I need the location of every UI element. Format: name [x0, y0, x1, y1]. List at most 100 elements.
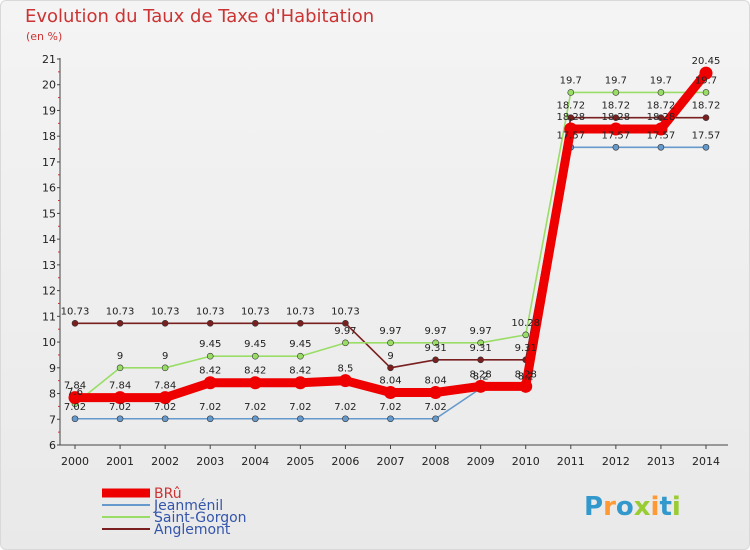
- x-tick-label: 2012: [602, 455, 630, 468]
- data-point: [116, 364, 124, 372]
- data-label: 10.28: [511, 318, 540, 329]
- data-label: 18.72: [556, 101, 585, 112]
- data-label: 10.73: [241, 306, 270, 317]
- data-point: [522, 331, 530, 339]
- data-point: [248, 376, 262, 390]
- data-label: 7.02: [424, 402, 446, 413]
- brand-letter: t: [659, 492, 671, 522]
- data-label: 17.57: [647, 130, 676, 141]
- data-point: [116, 415, 124, 423]
- data-label: 7.84: [64, 381, 86, 392]
- data-label: 8.42: [244, 366, 266, 377]
- data-point: [699, 66, 713, 80]
- data-point: [116, 319, 124, 327]
- data-point: [702, 143, 710, 151]
- data-point: [342, 319, 349, 327]
- data-point: [612, 114, 620, 121]
- data-label: 18.72: [602, 101, 631, 112]
- data-label: 9.45: [244, 339, 266, 350]
- y-tick-label: 21: [42, 53, 56, 66]
- x-tick-label: 2011: [557, 455, 585, 468]
- chart-title: Evolution du Taux de Taxe d'Habitation: [25, 6, 375, 27]
- data-label: 17.57: [602, 130, 631, 141]
- data-label: 9.97: [379, 326, 401, 337]
- y-tick-label: 17: [42, 156, 56, 169]
- data-point: [432, 415, 439, 423]
- data-label: 9.31: [424, 343, 446, 354]
- data-label: 19.7: [650, 75, 672, 86]
- data-label: 18.28: [647, 112, 676, 123]
- data-point: [206, 415, 214, 423]
- data-point: [477, 339, 484, 347]
- y-tick-label: 10: [42, 336, 56, 349]
- data-label: 7.84: [154, 381, 176, 392]
- brand-letter: r: [603, 492, 616, 522]
- y-tick-label: 11: [42, 310, 56, 323]
- data-point: [251, 415, 259, 423]
- legend-label: Anglemont: [154, 522, 231, 538]
- x-tick-label: 2004: [241, 455, 269, 468]
- data-point: [564, 122, 578, 136]
- data-label: 7.02: [154, 402, 176, 413]
- data-point: [702, 114, 710, 121]
- data-label: 10.73: [286, 306, 315, 317]
- y-tick-label: 8: [49, 388, 56, 401]
- series-br-: [68, 66, 713, 405]
- data-label: 18.28: [602, 112, 631, 123]
- data-label: 7.02: [289, 402, 311, 413]
- data-point: [429, 386, 443, 400]
- data-label: 9: [387, 351, 393, 362]
- data-point: [612, 143, 620, 151]
- data-point: [68, 391, 82, 405]
- data-label: 7.02: [109, 402, 131, 413]
- x-tick-label: 2002: [151, 455, 179, 468]
- x-tick-label: 2001: [106, 455, 134, 468]
- data-point: [612, 89, 620, 96]
- data-label: 9.45: [199, 339, 221, 350]
- data-point: [297, 352, 304, 360]
- data-label: 9.97: [470, 326, 492, 337]
- data-point: [519, 379, 533, 393]
- brand-letter: i: [651, 492, 660, 522]
- y-tick-label: 18: [42, 130, 56, 143]
- data-label: 8.42: [199, 366, 221, 377]
- data-point: [161, 364, 169, 372]
- data-point: [71, 319, 79, 327]
- data-point: [113, 391, 127, 405]
- y-tick-label: 16: [42, 182, 56, 195]
- data-point: [702, 89, 710, 96]
- data-label: 9.31: [470, 343, 492, 354]
- data-point: [384, 386, 397, 400]
- data-point: [387, 364, 394, 372]
- data-label: 8.42: [289, 366, 311, 377]
- data-point: [297, 415, 304, 423]
- data-label: 19.7: [605, 75, 627, 86]
- data-label: 7.02: [199, 402, 221, 413]
- data-label: 7.02: [244, 402, 266, 413]
- data-label: 20.45: [692, 56, 721, 67]
- legend-label: BRû: [154, 486, 182, 502]
- data-label: 18.72: [692, 101, 721, 112]
- data-label: 7.6: [67, 387, 83, 398]
- data-label: 8.5: [337, 364, 353, 375]
- data-point: [251, 352, 259, 360]
- brand-logo: Proxiti: [584, 492, 681, 522]
- legend-label: Jeanménil: [153, 498, 223, 514]
- data-label: 17.57: [556, 130, 585, 141]
- brand-letter: P: [584, 492, 603, 522]
- x-tick-label: 2009: [467, 455, 495, 468]
- x-tick-label: 2006: [331, 455, 359, 468]
- x-tick-label: 2008: [422, 455, 450, 468]
- y-tick-label: 6: [49, 439, 56, 452]
- x-tick-label: 2000: [61, 455, 89, 468]
- data-label: 9.97: [334, 326, 356, 337]
- data-label: 8.28: [515, 369, 537, 380]
- data-label: 8.2: [473, 371, 489, 382]
- y-tick-label: 12: [42, 285, 56, 298]
- data-label: 8.2: [518, 371, 534, 382]
- data-point: [387, 339, 394, 347]
- brand-letter: i: [672, 492, 681, 522]
- data-label: 7.02: [334, 402, 356, 413]
- data-label: 10.73: [106, 306, 135, 317]
- data-label: 18.72: [647, 101, 676, 112]
